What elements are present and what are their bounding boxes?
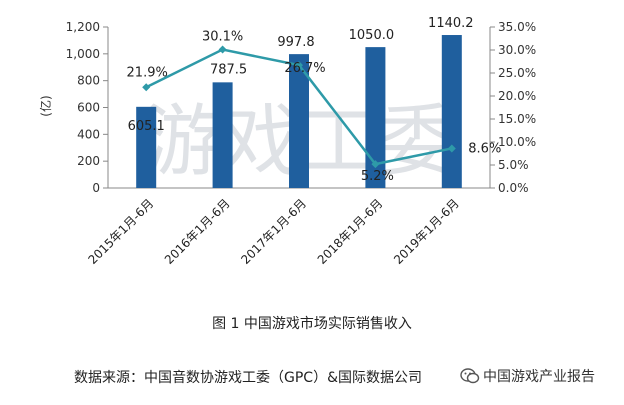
growth-point — [447, 144, 456, 153]
growth-value-label: 30.1% — [202, 30, 243, 45]
wechat-icon — [460, 368, 480, 384]
bar — [365, 47, 386, 188]
figure-caption: 图 1 中国游戏市场实际销售收入 — [212, 316, 412, 332]
bar-value-label: 605.1 — [128, 119, 165, 134]
right-tick-label: 10.0% — [498, 135, 536, 149]
bar — [136, 106, 157, 188]
x-tick-label: 2018年1月-6月 — [315, 196, 386, 267]
y-axis-label: (亿) — [38, 95, 53, 116]
growth-value-label: 8.6% — [468, 141, 501, 156]
growth-value-label: 26.7% — [284, 61, 325, 76]
bar — [212, 82, 233, 188]
x-tick-label: 2015年1月-6月 — [86, 196, 157, 267]
data-source-note: 数据来源：中国音数协游戏工委（GPC）&国际数据公司 — [74, 370, 422, 386]
growth-point — [371, 160, 380, 169]
bar — [441, 35, 462, 189]
right-axis: 0.0% 5.0% 10.0% 15.0% 20.0% 25.0% 30.0% 35.0% — [489, 20, 536, 195]
right-tick-label: 25.0% — [498, 66, 536, 80]
brand-name: 中国游戏产业报告 — [483, 369, 595, 385]
right-tick-label: 35.0% — [498, 20, 536, 34]
left-tick-label: 800 — [77, 74, 100, 88]
x-tick-label: 2019年1月-6月 — [391, 196, 462, 267]
left-tick-label: 400 — [77, 127, 100, 141]
left-tick-label: 600 — [77, 101, 100, 115]
growth-value-label: 5.2% — [361, 169, 394, 184]
growth-point — [218, 45, 227, 54]
left-tick-label: 200 — [77, 154, 100, 168]
data-labels: 605.1 787.5 997.8 1050.0 1140.2 21.9% 30.1% 26.… — [127, 16, 502, 184]
bar — [289, 54, 309, 188]
bar-value-label: 1140.2 — [428, 16, 474, 31]
right-tick-label: 15.0% — [498, 112, 536, 126]
left-tick-label: 1,000 — [66, 47, 100, 61]
growth-point — [142, 83, 151, 92]
bar-value-label: 787.5 — [210, 62, 247, 77]
bar-value-label: 997.8 — [277, 35, 314, 50]
left-tick-label: 0 — [92, 181, 100, 195]
growth-point — [295, 61, 303, 70]
brand-badge: 中国游戏产业报告 — [458, 364, 599, 388]
right-tick-label: 5.0% — [498, 158, 529, 172]
x-tick-label: 2016年1月-6月 — [162, 196, 233, 267]
right-tick-label: 0.0% — [498, 181, 529, 195]
bar-value-label: 1050.0 — [349, 28, 395, 43]
growth-line-series — [142, 45, 456, 169]
right-tick-label: 30.0% — [498, 43, 536, 57]
x-tick-label: 2017年1月-6月 — [238, 196, 309, 267]
left-tick-label: 1,200 — [66, 20, 100, 34]
growth-value-label: 21.9% — [127, 65, 168, 80]
right-tick-label: 20.0% — [498, 89, 536, 103]
x-axis-ticks: 2015年1月-6月 2016年1月-6月 2017年1月-6月 2018年1月-6月… — [86, 196, 462, 267]
